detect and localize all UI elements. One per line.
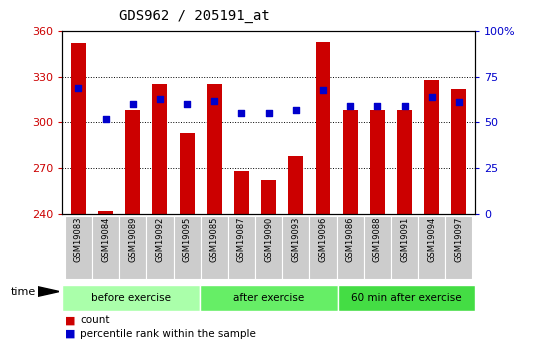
Bar (71, 43, 86, 214)
Text: GSM19084: GSM19084 (101, 217, 110, 262)
Bar (343, 110, 357, 214)
Bar (451, 89, 467, 214)
Bar (180, 133, 194, 214)
Point (373, 103, 382, 109)
FancyBboxPatch shape (364, 216, 391, 279)
Text: 60 min after exercise: 60 min after exercise (351, 293, 462, 303)
FancyBboxPatch shape (201, 216, 228, 279)
Text: GSM19093: GSM19093 (291, 217, 300, 262)
Bar (261, 180, 276, 214)
Text: GSM19096: GSM19096 (319, 217, 327, 262)
Text: GSM19090: GSM19090 (264, 217, 273, 262)
Text: GDS962 / 205191_at: GDS962 / 205191_at (119, 9, 270, 23)
Bar (207, 85, 222, 214)
FancyBboxPatch shape (119, 216, 146, 279)
FancyBboxPatch shape (282, 216, 309, 279)
Bar (98, 211, 113, 214)
Text: ■: ■ (65, 329, 75, 339)
Text: time: time (11, 287, 36, 296)
Text: GSM19086: GSM19086 (346, 217, 355, 263)
Bar (234, 171, 249, 214)
FancyBboxPatch shape (309, 216, 336, 279)
Point (129, 101, 137, 107)
Point (346, 103, 354, 109)
Text: percentile rank within the sample: percentile rank within the sample (80, 329, 256, 339)
Text: GSM19097: GSM19097 (454, 217, 463, 262)
Text: GSM19087: GSM19087 (237, 217, 246, 263)
FancyBboxPatch shape (146, 216, 173, 279)
Text: GSM19091: GSM19091 (400, 217, 409, 262)
Text: GSM19088: GSM19088 (373, 217, 382, 263)
Point (400, 103, 409, 109)
Point (156, 96, 164, 101)
Text: before exercise: before exercise (91, 293, 171, 303)
FancyBboxPatch shape (391, 216, 418, 279)
FancyBboxPatch shape (418, 216, 446, 279)
FancyBboxPatch shape (338, 285, 475, 310)
Text: after exercise: after exercise (233, 293, 304, 303)
FancyBboxPatch shape (65, 216, 92, 279)
Point (319, 87, 327, 92)
Point (292, 107, 300, 112)
Point (427, 94, 436, 100)
FancyBboxPatch shape (336, 216, 364, 279)
Point (455, 100, 463, 105)
Point (210, 98, 219, 103)
FancyBboxPatch shape (92, 216, 119, 279)
Point (183, 101, 192, 107)
FancyBboxPatch shape (446, 216, 472, 279)
FancyBboxPatch shape (173, 216, 201, 279)
Point (237, 110, 246, 116)
Bar (125, 110, 140, 214)
FancyBboxPatch shape (200, 285, 338, 310)
FancyBboxPatch shape (228, 216, 255, 279)
FancyBboxPatch shape (62, 285, 200, 310)
FancyBboxPatch shape (255, 216, 282, 279)
Text: GSM19092: GSM19092 (156, 217, 165, 262)
Text: ■: ■ (65, 315, 75, 325)
Bar (397, 110, 412, 214)
Polygon shape (38, 287, 59, 296)
Text: GSM19095: GSM19095 (183, 217, 192, 262)
Bar (370, 110, 385, 214)
Point (265, 110, 273, 116)
Bar (424, 80, 439, 214)
Text: count: count (80, 315, 110, 325)
Bar (288, 156, 303, 214)
Point (74, 85, 83, 90)
Text: GSM19089: GSM19089 (129, 217, 137, 262)
Text: GSM19083: GSM19083 (74, 217, 83, 263)
Text: GSM19094: GSM19094 (427, 217, 436, 262)
Bar (152, 85, 167, 214)
Text: GSM19085: GSM19085 (210, 217, 219, 262)
Bar (315, 42, 330, 214)
Point (102, 116, 110, 121)
